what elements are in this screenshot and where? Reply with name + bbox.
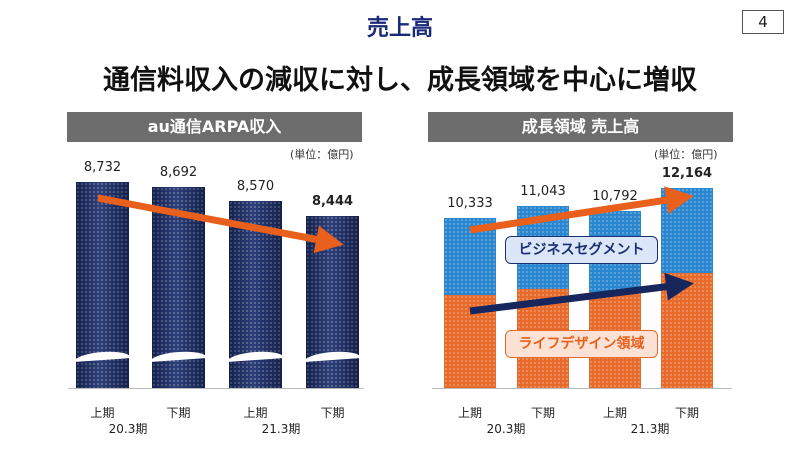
period-label: 21.3期 <box>261 422 301 436</box>
arpa-value-label: 8,570 <box>236 179 275 195</box>
x-tick-label: 下期 <box>320 406 345 420</box>
arpa-value-label: 8,692 <box>159 164 198 180</box>
page-number: 4 <box>742 10 784 34</box>
x-tick-label: 上期 <box>243 406 268 420</box>
period-label: 21.3期 <box>630 422 670 436</box>
arpa-value-label: 8,732 <box>83 160 122 175</box>
period-label: 20.3期 <box>108 422 148 436</box>
x-tick-label: 上期 <box>457 406 482 420</box>
arpa-chart-title: au通信ARPA収入 <box>67 112 362 142</box>
business-segment-bar <box>444 218 496 296</box>
business-up-arrow <box>469 186 694 234</box>
x-tick-label: 下期 <box>166 406 191 420</box>
x-tick-label: 上期 <box>90 406 115 420</box>
slide-subtitle: 通信料収入の減収に対し、成長領域を中心に増収 <box>103 65 697 96</box>
arpa-value-label: 8,444 <box>311 194 354 210</box>
arpa-unit-label: (単位：億円) <box>290 148 354 161</box>
x-tick-label: 下期 <box>674 406 699 420</box>
x-axis-line <box>432 388 732 389</box>
x-tick-label: 下期 <box>530 406 555 420</box>
slide-title: 売上高 <box>366 16 433 41</box>
legend-life-design: ライフデザイン領域 <box>505 330 658 358</box>
total-value-label: 11,043 <box>520 184 566 200</box>
total-value-label: 10,792 <box>592 188 638 204</box>
legend-business-segment: ビジネスセグメント <box>505 236 658 264</box>
total-value-label: 12,164 <box>661 166 713 181</box>
x-tick-label: 上期 <box>602 406 627 420</box>
growth-chart-title: 成長領域 売上高 <box>428 112 733 142</box>
period-label: 20.3期 <box>486 422 526 436</box>
growth-unit-label: (単位：億円) <box>654 148 718 161</box>
arpa-down-arrow <box>97 194 344 254</box>
life-design-up-arrow <box>469 272 694 315</box>
x-axis-line <box>68 388 364 389</box>
total-value-label: 10,333 <box>447 196 493 212</box>
